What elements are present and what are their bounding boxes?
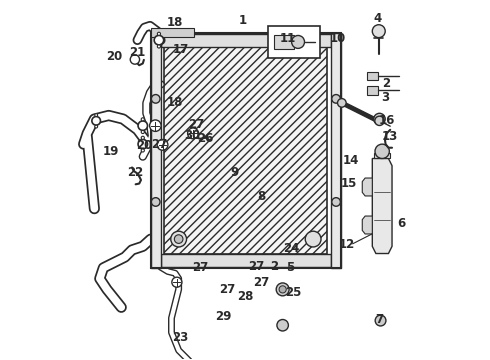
Text: 17: 17 <box>172 42 189 55</box>
Text: 11: 11 <box>280 32 296 45</box>
Circle shape <box>141 149 145 152</box>
Text: 23: 23 <box>172 331 189 344</box>
Circle shape <box>141 136 145 139</box>
Text: 27: 27 <box>189 118 205 131</box>
Circle shape <box>372 25 385 38</box>
Circle shape <box>141 118 145 121</box>
Text: 19: 19 <box>102 145 119 158</box>
Circle shape <box>338 99 346 107</box>
Circle shape <box>157 139 168 150</box>
Text: 29: 29 <box>215 310 232 323</box>
Text: 3: 3 <box>381 91 389 104</box>
Circle shape <box>157 45 161 48</box>
Bar <box>161 34 331 47</box>
Text: 12: 12 <box>339 238 355 251</box>
Circle shape <box>95 125 98 128</box>
Circle shape <box>141 130 145 134</box>
Text: 27: 27 <box>151 138 167 150</box>
Text: 18: 18 <box>167 96 183 109</box>
Circle shape <box>279 286 286 293</box>
Circle shape <box>305 231 321 247</box>
Bar <box>374 153 390 158</box>
Text: 9: 9 <box>230 166 238 179</box>
Text: 10: 10 <box>330 32 346 45</box>
Circle shape <box>174 235 183 243</box>
Text: 7: 7 <box>375 313 384 327</box>
Text: 2: 2 <box>270 260 278 273</box>
Bar <box>161 253 331 267</box>
Bar <box>269 26 320 58</box>
Circle shape <box>151 198 160 206</box>
Polygon shape <box>362 216 372 234</box>
Circle shape <box>375 315 386 326</box>
Text: 5: 5 <box>286 261 294 274</box>
Circle shape <box>332 198 341 206</box>
Circle shape <box>276 283 289 296</box>
Text: 25: 25 <box>285 287 302 300</box>
Circle shape <box>92 117 100 125</box>
Circle shape <box>138 121 147 130</box>
Text: 15: 15 <box>341 177 357 190</box>
Circle shape <box>172 277 182 287</box>
Text: 27: 27 <box>253 276 270 289</box>
Bar <box>151 33 161 268</box>
Circle shape <box>151 95 160 103</box>
Circle shape <box>292 36 304 48</box>
Circle shape <box>374 113 385 125</box>
Text: 26: 26 <box>197 132 214 145</box>
Text: 2: 2 <box>383 77 391 90</box>
Text: 27: 27 <box>192 261 208 274</box>
Circle shape <box>375 116 384 126</box>
Circle shape <box>149 120 161 131</box>
Text: 1: 1 <box>239 14 247 27</box>
Circle shape <box>157 32 161 35</box>
Text: 21: 21 <box>129 46 146 59</box>
Text: 14: 14 <box>343 154 359 167</box>
Circle shape <box>375 144 390 158</box>
Text: 4: 4 <box>373 12 382 25</box>
Bar <box>274 35 294 49</box>
Text: 27: 27 <box>247 260 264 273</box>
Circle shape <box>95 114 98 117</box>
Circle shape <box>277 319 289 331</box>
Circle shape <box>130 55 140 64</box>
Bar <box>151 28 194 37</box>
Bar <box>151 33 341 268</box>
Bar <box>367 72 378 80</box>
Polygon shape <box>372 158 392 253</box>
Circle shape <box>171 231 187 247</box>
Text: 8: 8 <box>257 190 265 203</box>
Bar <box>331 33 341 268</box>
Bar <box>164 47 327 253</box>
Text: 22: 22 <box>127 166 144 179</box>
Circle shape <box>332 95 341 103</box>
Text: 24: 24 <box>283 242 300 255</box>
Text: 18: 18 <box>167 16 183 29</box>
Circle shape <box>154 35 164 45</box>
Text: 20: 20 <box>106 50 122 63</box>
Text: 6: 6 <box>397 216 405 230</box>
Text: 13: 13 <box>382 130 398 144</box>
Text: 30: 30 <box>184 129 200 142</box>
Text: 20: 20 <box>136 139 153 152</box>
Circle shape <box>188 128 198 139</box>
Polygon shape <box>362 178 372 196</box>
Text: 16: 16 <box>378 114 395 127</box>
Text: 27: 27 <box>219 283 235 296</box>
Bar <box>367 86 378 95</box>
Text: 28: 28 <box>237 290 253 303</box>
Circle shape <box>138 139 147 149</box>
